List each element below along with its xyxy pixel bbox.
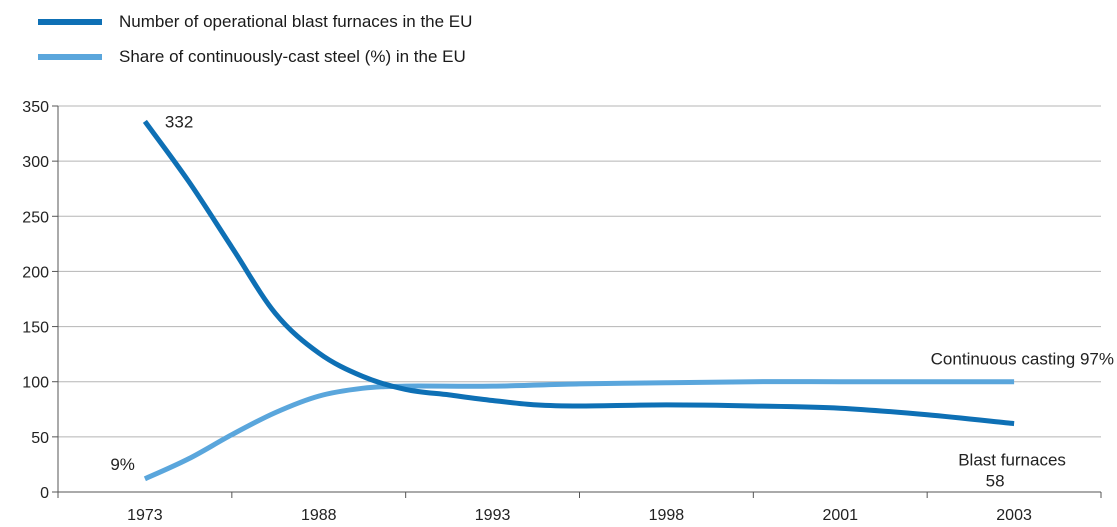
x-tick-label: 1998 [649,507,685,524]
y-tick-label: 350 [22,99,49,116]
y-tick-label: 200 [22,264,49,281]
x-tick-label: 2001 [822,507,858,524]
data-label-blast-furnaces-end-title: Blast furnaces [958,451,1066,470]
x-tick-label: 1973 [127,507,163,524]
series-lines [142,119,1015,482]
x-tick-label: 1988 [301,507,337,524]
y-tick-label: 50 [31,430,49,447]
data-label-blast-furnaces-end-value: 58 [986,472,1005,491]
y-tick-label: 150 [22,320,49,337]
series-line-continuous-casting [143,379,1015,482]
legend-swatch-blast-furnaces [38,19,102,25]
y-tick-label: 250 [22,209,49,226]
data-label-continuous-casting-start: 9% [110,455,135,474]
x-tick-label: 1993 [475,507,511,524]
y-tick-label: 100 [22,375,49,392]
data-labels: 332 9% Continuous casting 97% Blast furnace… [110,112,1114,490]
y-tick-label: 300 [22,154,49,171]
y-axis-tick-labels: 0 50 100 150 200 250 300 350 [22,99,58,502]
legend-swatch-continuous-casting [38,54,102,60]
data-label-continuous-casting-end: Continuous casting 97% [931,350,1114,369]
x-axis-tick-labels: 1973 1988 1993 1998 2001 2003 [57,492,1102,524]
legend-label-continuous-casting: Share of continuously-cast steel (%) in … [119,47,466,66]
gridlines [58,105,1101,438]
series-line-blast-furnaces [142,119,1015,427]
data-label-blast-furnaces-start: 332 [165,112,193,131]
y-tick-label: 0 [40,485,49,502]
x-tick-label: 2003 [996,507,1032,524]
legend-label-blast-furnaces: Number of operational blast furnaces in … [119,12,473,31]
axes [57,106,1101,493]
legend-item-blast-furnaces: Number of operational blast furnaces in … [38,11,472,33]
legend-item-continuous-casting: Share of continuously-cast steel (%) in … [38,46,466,68]
